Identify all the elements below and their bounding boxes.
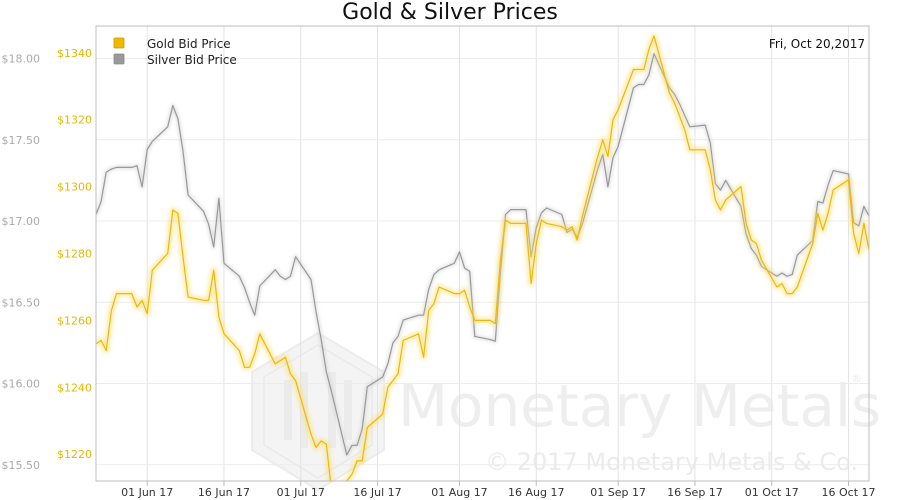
x-tick-label: 16 Oct 17: [822, 486, 876, 499]
right-tick-label: $1280: [57, 248, 92, 261]
x-tick-label: 01 Aug 17: [431, 486, 487, 499]
watermark-registered: ®: [851, 372, 862, 385]
right-tick-label: $1340: [57, 47, 92, 60]
x-tick-label: 01 Jun 17: [121, 486, 173, 499]
gold-series-line[interactable]: [96, 35, 869, 491]
legend-item-silver[interactable]: Silver Bid Price: [113, 53, 237, 67]
right-axis-ticks: $1220 $1240 $1260 $1280 $1300 $1320 $1340: [57, 47, 92, 461]
x-tick-label: 16 Aug 17: [508, 486, 564, 499]
right-tick-label: $1260: [57, 314, 92, 327]
legend-label-gold: Gold Bid Price: [147, 37, 231, 51]
x-tick-label: 01 Sep 17: [590, 486, 646, 499]
left-tick-label: $16.00: [2, 378, 41, 391]
right-tick-label: $1300: [57, 181, 92, 194]
current-date-label: Fri, Oct 20,2017: [769, 37, 865, 51]
plot-border: [95, 25, 870, 482]
legend: Gold Bid Price Silver Bid Price: [113, 37, 237, 67]
left-tick-label: $16.50: [2, 296, 41, 309]
left-tick-label: $18.00: [2, 53, 41, 66]
x-tick-label: 16 Sep 17: [667, 486, 723, 499]
legend-label-silver: Silver Bid Price: [147, 53, 237, 67]
grid: [96, 26, 869, 481]
series-layer: [96, 33, 869, 491]
left-tick-label: $17.50: [2, 134, 41, 147]
watermark-brand: Monetary Metals: [398, 372, 881, 440]
left-tick-label: $17.00: [2, 215, 41, 228]
x-axis-ticks: 01 Jun 17 16 Jun 17 01 Jul 17 16 Jul 17 01 A…: [121, 481, 876, 499]
watermark-copyright: © 2017 Monetary Metals & Co.: [485, 448, 858, 476]
right-tick-label: $1220: [57, 448, 92, 461]
x-tick-label: 01 Jul 17: [277, 486, 325, 499]
right-tick-label: $1320: [57, 114, 92, 127]
right-tick-label: $1240: [57, 381, 92, 394]
legend-swatch-silver: [113, 53, 125, 65]
chart-title: Gold & Silver Prices: [342, 0, 558, 25]
x-tick-label: 01 Oct 17: [745, 486, 799, 499]
left-tick-label: $15.50: [2, 459, 41, 472]
left-axis-ticks: $15.50 $16.00 $16.50 $17.00 $17.50 $18.00: [2, 53, 41, 472]
legend-item-gold[interactable]: Gold Bid Price: [113, 37, 231, 51]
x-tick-label: 16 Jun 17: [198, 486, 250, 499]
legend-swatch-gold: [113, 37, 125, 49]
x-tick-label: 16 Jul 17: [353, 486, 401, 499]
